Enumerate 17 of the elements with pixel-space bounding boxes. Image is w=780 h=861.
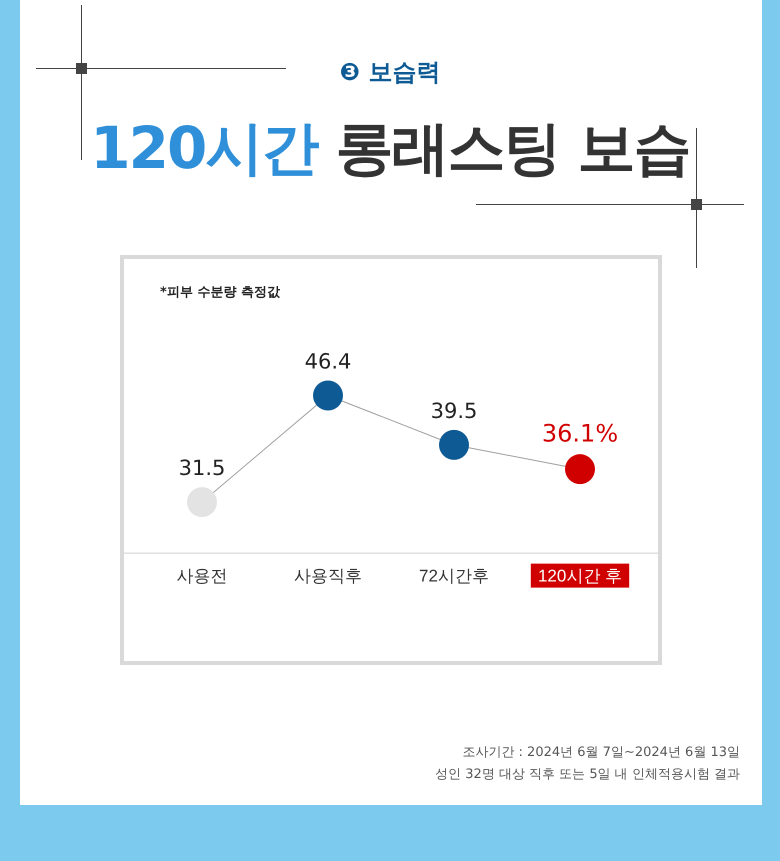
text: *피부 수분량 측정값 [160, 284, 280, 301]
point [187, 487, 217, 518]
chart-subtitle: ❸ 보습력 [338, 57, 442, 88]
x-tick-label: 사용전 [176, 566, 228, 586]
point [313, 380, 343, 410]
data-label: 39.5 [430, 398, 478, 423]
point [565, 454, 595, 484]
data-label: 36.1% [542, 419, 618, 448]
chart-title: 120시간 롱래스팅 보습 [89, 113, 691, 184]
x-tick-label: 72시간후 [419, 566, 489, 586]
x-tick-label: 사용직후 [294, 566, 362, 586]
data-label: 31.5 [178, 456, 226, 480]
text: 조사기간 : 2024년 6월 7일~2024년 6월 13일 [461, 744, 740, 762]
point [439, 430, 469, 460]
text: 성인 32명 대상 직후 또는 5일 내 인체적용시험 결과 [435, 766, 740, 784]
x-tick-label: 120시간 후 [538, 566, 622, 586]
data-label: 46.4 [304, 349, 352, 374]
